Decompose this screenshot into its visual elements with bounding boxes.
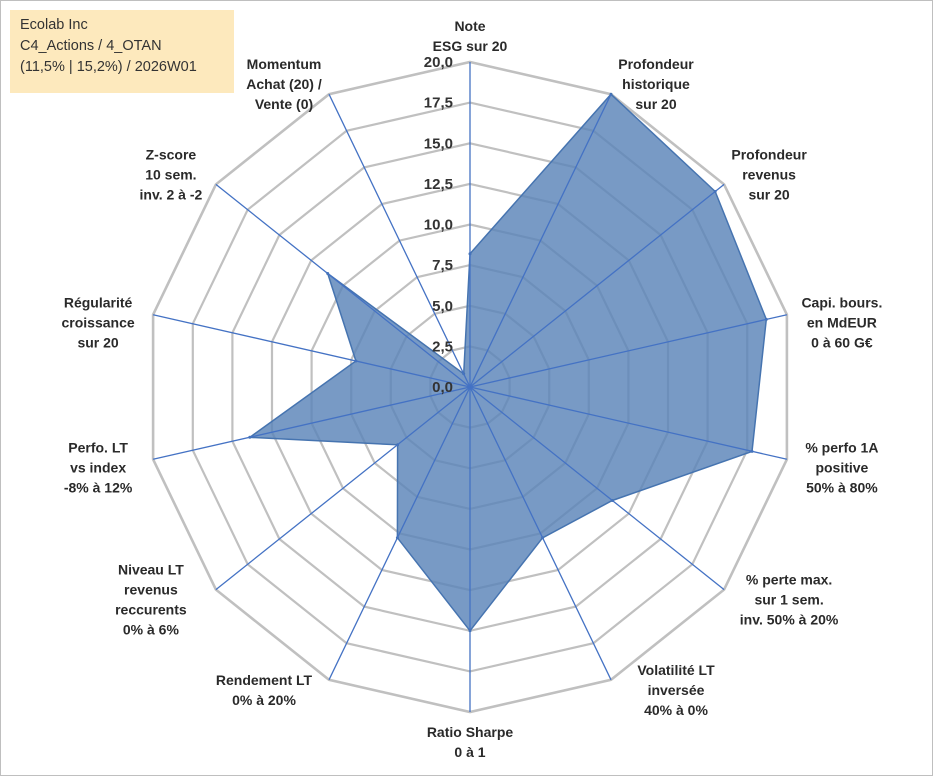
axis-label: Ratio Sharpe 0 à 1 [427,724,514,760]
axis-label: Z-score 10 sem. inv. 2 à -2 [140,146,203,202]
axis-label: Capi. bours. en MdEUR 0 à 60 G€ [801,295,882,351]
axis-label: Niveau LT revenus reccurents 0% à 6% [115,562,187,638]
axis-label: Régularité croissance sur 20 [62,295,135,351]
tick-label: 20,0 [424,54,453,71]
tick-label: 15,0 [424,135,453,152]
portfolio-path: C4_Actions / 4_OTAN [20,38,162,54]
axis-label: Volatilité LT inversée 40% à 0% [637,662,715,718]
category-labels: Note ESG sur 20 Profondeur historique sur 20… [62,18,883,760]
spoke [328,386,471,681]
axis-label: Rendement LT 0% à 20% [216,672,313,708]
tick-label: 10,0 [424,217,453,234]
axis-label: % perte max. sur 1 sem. inv. 50% à 20% [740,572,839,628]
company-name: Ecolab Inc [20,17,88,33]
tick-label: 17,5 [424,95,453,112]
spoke [469,386,725,591]
spoke [469,386,788,460]
spoke [215,183,471,388]
spoke [215,386,471,591]
chart-info-box: Ecolab Inc C4_Actions / 4_OTAN (11,5% | … [10,10,234,93]
score-period: (11,5% | 15,2%) / 2026W01 [20,59,197,75]
spoke [152,386,471,460]
axis-label: Profondeur historique sur 20 [618,56,694,112]
tick-label: 5,0 [432,298,453,315]
spoke [469,386,612,681]
axis-label: Profondeur revenus sur 20 [731,146,807,202]
spoke [328,93,471,388]
spoke [469,183,725,388]
spoke [469,93,612,388]
axis-label: Note ESG sur 20 [433,18,508,54]
tick-label: 0,0 [432,379,453,396]
tick-labels: 0,0 2,5 5,0 7,5 10,0 12,5 15,0 17,5 20,0 [424,54,453,396]
tick-label: 12,5 [424,176,453,193]
spokes [152,62,788,712]
axis-label: Momentum Achat (20) / Vente (0) [246,56,322,112]
series-area [247,93,768,633]
tick-label: 7,5 [432,257,453,274]
axis-label: % perfo 1A positive 50% à 80% [805,439,878,495]
tick-label: 2,5 [432,338,453,355]
axis-label: Perfo. LT vs index -8% à 12% [64,439,133,495]
spoke [469,314,788,388]
spoke [152,314,471,388]
